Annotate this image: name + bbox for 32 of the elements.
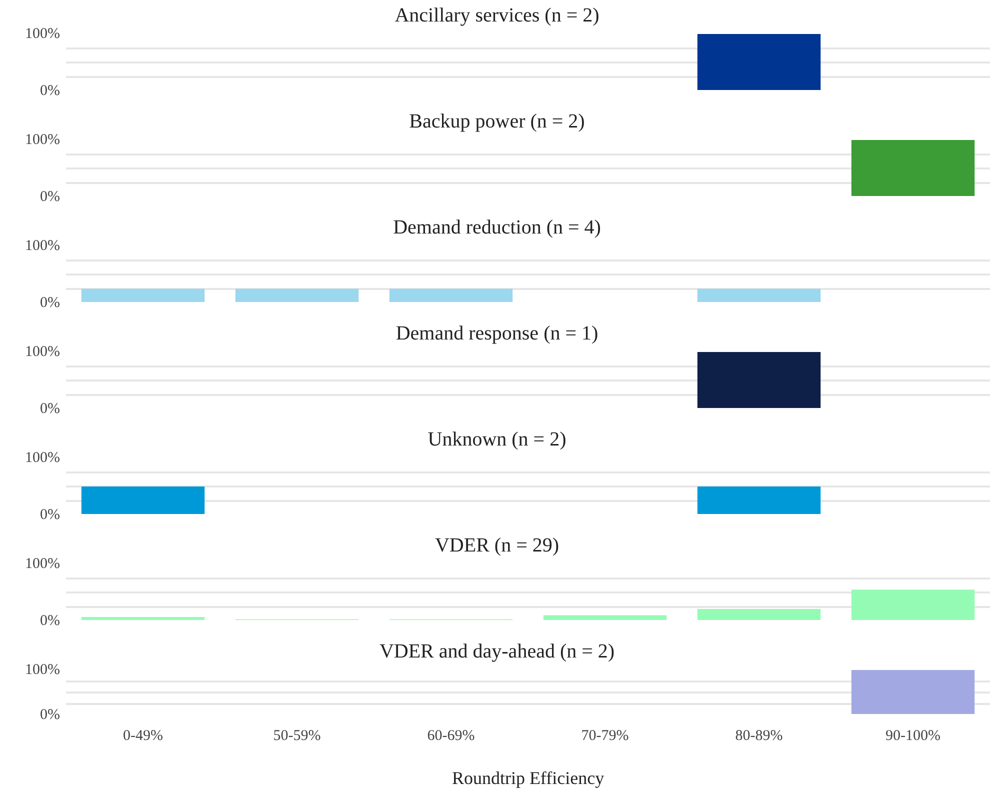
x-tick-label: 0-49% bbox=[123, 728, 163, 744]
chart-title: Unknown (n = 2) bbox=[428, 428, 566, 450]
x-tick-label: 60-69% bbox=[427, 728, 475, 744]
y-tick-label: 0% bbox=[40, 294, 60, 311]
y-tick-label: 100% bbox=[25, 132, 60, 148]
x-tick-label: 70-79% bbox=[581, 728, 629, 744]
y-tick-label: 0% bbox=[40, 612, 60, 629]
y-tick-label: 100% bbox=[25, 662, 60, 678]
y-tick-label: 0% bbox=[40, 188, 60, 205]
y-tick-label: 0% bbox=[40, 400, 60, 417]
chart-title: Demand response (n = 1) bbox=[396, 322, 598, 344]
chart-title: VDER and day-ahead (n = 2) bbox=[379, 640, 615, 662]
bar bbox=[543, 615, 667, 620]
y-tick-label: 0% bbox=[40, 506, 60, 523]
x-tick-label: 50-59% bbox=[273, 728, 321, 744]
bar bbox=[81, 617, 205, 620]
bar bbox=[697, 609, 821, 620]
chart-title: VDER (n = 29) bbox=[434, 534, 560, 556]
y-tick-label: 100% bbox=[25, 26, 60, 42]
x-axis-title: Roundtrip Efficiency bbox=[452, 768, 604, 788]
y-tick-label: 100% bbox=[25, 344, 60, 360]
chart-title: Ancillary services (n = 2) bbox=[394, 4, 600, 26]
y-tick-label: 100% bbox=[25, 450, 60, 466]
x-tick-label: 80-89% bbox=[735, 728, 783, 744]
y-tick-label: 100% bbox=[25, 238, 60, 254]
y-tick-label: 0% bbox=[40, 82, 60, 99]
chart-title: Backup power (n = 2) bbox=[409, 110, 585, 132]
y-tick-label: 100% bbox=[25, 556, 60, 572]
x-tick-label: 90-100% bbox=[886, 728, 940, 744]
chart-title: Demand reduction (n = 4) bbox=[393, 216, 601, 238]
bar bbox=[851, 590, 975, 620]
y-tick-label: 0% bbox=[40, 706, 60, 723]
